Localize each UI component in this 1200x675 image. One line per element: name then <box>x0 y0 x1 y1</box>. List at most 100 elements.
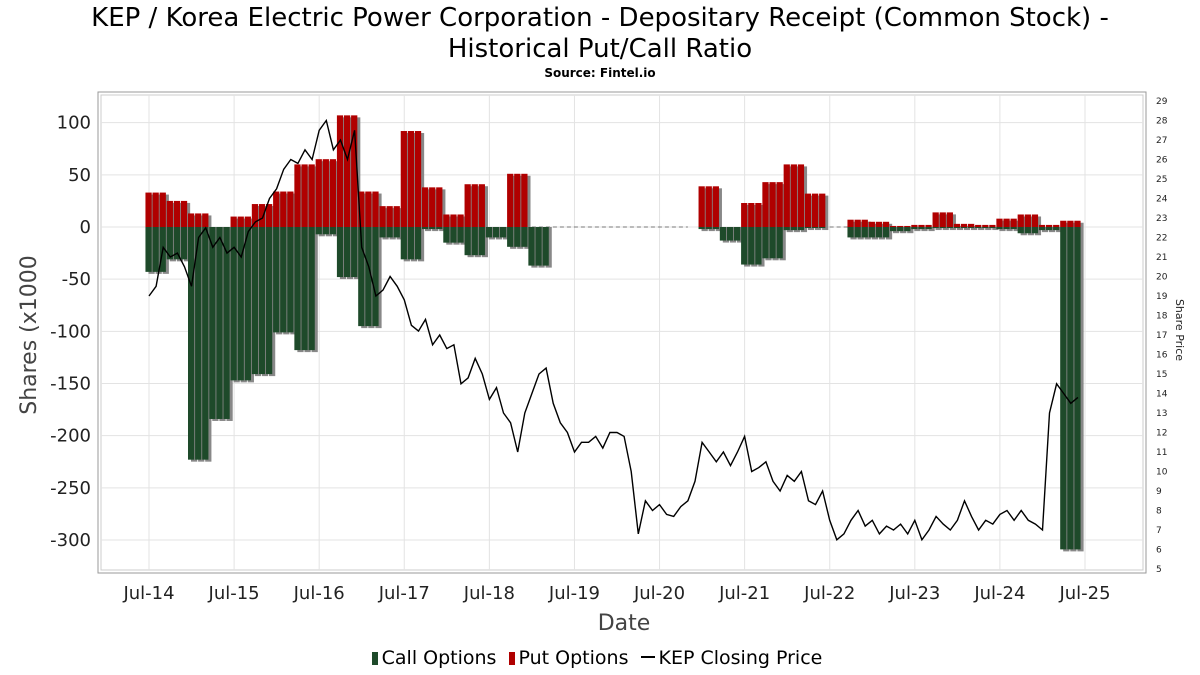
call-bar <box>769 227 776 259</box>
put-bar <box>344 115 351 227</box>
call-bar <box>1060 227 1067 550</box>
y2-tick-label: 7 <box>1156 526 1162 536</box>
put-bar <box>1053 224 1060 227</box>
y-tick-label: 0 <box>80 217 91 238</box>
call-bar <box>975 227 982 229</box>
put-bar <box>982 224 989 227</box>
call-bar <box>982 227 989 229</box>
call-bar <box>400 227 407 260</box>
call-bar <box>202 227 209 460</box>
legend-item-put: Put Options <box>508 647 628 669</box>
call-bar <box>443 227 450 243</box>
x-tick-label: Jul-19 <box>548 583 600 604</box>
put-bar <box>202 213 209 227</box>
call-bar <box>1010 227 1017 230</box>
call-bar <box>882 227 890 238</box>
call-bar-shadow <box>815 227 822 231</box>
call-bar <box>542 227 549 266</box>
put-bar <box>400 131 407 227</box>
call-bar <box>918 227 925 230</box>
put-bar <box>450 214 457 227</box>
x-tick-label: Jul-16 <box>293 583 345 604</box>
put-bar <box>712 186 719 227</box>
call-bar-shadow <box>822 227 829 231</box>
put-bar <box>393 206 400 227</box>
call-bar <box>393 227 400 238</box>
chart-title-line-2: Historical Put/Call Ratio <box>447 34 753 64</box>
put-bar <box>946 212 953 227</box>
put-bar <box>904 225 911 227</box>
call-bar <box>1074 227 1081 550</box>
put-bar <box>755 203 762 227</box>
y2-tick-label: 21 <box>1156 253 1167 263</box>
x-tick-label: Jul-24 <box>973 583 1025 604</box>
call-bar <box>1017 227 1024 234</box>
call-bar <box>875 227 883 238</box>
put-bar <box>478 184 485 227</box>
call-bar <box>266 227 273 375</box>
call-bar-shadow <box>935 227 942 231</box>
call-bar <box>166 227 173 260</box>
put-bar <box>258 204 266 227</box>
call-bar <box>960 227 968 229</box>
y2-tick-label: 9 <box>1156 487 1162 497</box>
call-bar <box>180 227 188 260</box>
y2-tick-label: 27 <box>1156 136 1167 146</box>
put-bar <box>237 216 244 227</box>
put-bar <box>1060 220 1067 227</box>
put-bar <box>266 204 273 227</box>
call-bar <box>315 227 322 235</box>
y-tick-label: -150 <box>50 374 91 395</box>
call-bar <box>372 227 379 327</box>
put-bar <box>1038 224 1046 227</box>
put-bar <box>790 164 797 227</box>
put-bar <box>698 186 705 227</box>
put-bar <box>819 193 826 227</box>
call-bar <box>1003 227 1010 230</box>
put-bar <box>741 203 748 227</box>
put-bar <box>386 206 393 227</box>
legend-item-price: KEP Closing Price <box>640 647 822 669</box>
put-bar <box>776 182 783 227</box>
call-bar <box>294 227 301 351</box>
put-bar <box>422 187 429 227</box>
call-bar <box>890 227 897 232</box>
y2-axis-label: Share Price <box>1173 299 1186 361</box>
put-bar <box>230 216 237 227</box>
put-bar <box>939 212 946 227</box>
put-bar <box>890 225 897 227</box>
call-bar <box>790 227 797 231</box>
plot-inner-frame <box>100 94 1144 571</box>
call-bar <box>712 227 719 230</box>
call-bar <box>379 227 386 238</box>
put-bar <box>358 191 365 227</box>
call-bar <box>464 227 471 256</box>
put-bar <box>195 213 202 227</box>
put-bar <box>443 214 450 227</box>
price-line-swatch <box>640 656 655 658</box>
put-bar <box>244 216 251 227</box>
call-bar <box>1031 227 1039 234</box>
x-tick-label: Jul-25 <box>1058 583 1110 604</box>
call-bar <box>287 227 294 333</box>
put-bar <box>1024 214 1031 227</box>
y2-tick-label: 18 <box>1156 312 1168 322</box>
y-tick-label: -250 <box>50 478 91 499</box>
y2-tick-label: 20 <box>1156 273 1168 283</box>
call-bar <box>336 227 344 278</box>
put-bar <box>329 159 337 227</box>
put-bar <box>804 193 812 227</box>
call-bar <box>748 227 755 265</box>
x-tick-label: Jul-14 <box>122 583 174 604</box>
call-bar <box>244 227 251 381</box>
y2-tick-label: 8 <box>1156 507 1162 517</box>
call-bar <box>1067 227 1074 550</box>
put-bar <box>897 225 904 227</box>
call-bar <box>188 227 195 460</box>
call-bar <box>152 227 159 272</box>
put-bar <box>953 223 961 227</box>
call-bar <box>492 227 500 238</box>
call-bar-shadow <box>942 227 949 231</box>
x-axis-label: Date <box>598 611 651 636</box>
call-bar <box>762 227 769 259</box>
